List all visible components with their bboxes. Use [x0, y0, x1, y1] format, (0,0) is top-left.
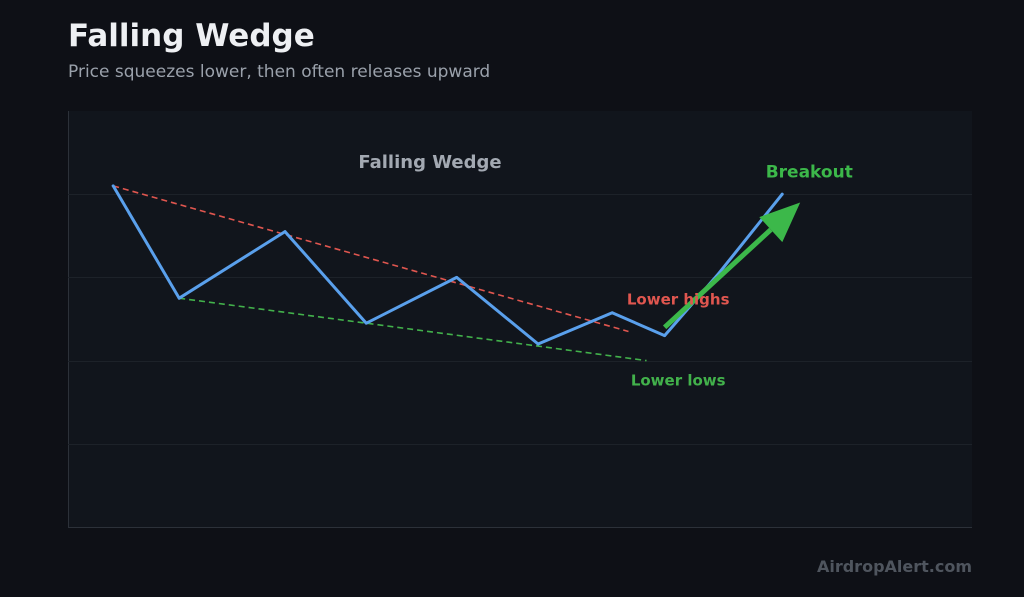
- breakout-arrow-group: [662, 202, 801, 330]
- price-point: [177, 296, 181, 300]
- breakout-arrow-head: [759, 202, 801, 243]
- price-point: [663, 334, 667, 338]
- watermark: AirdropAlert.com: [816, 557, 972, 576]
- page-subtitle: Price squeezes lower, then often release…: [68, 62, 491, 82]
- page-title: Falling Wedge: [68, 18, 315, 54]
- plot-area: [68, 111, 972, 527]
- grid: [68, 194, 972, 445]
- price-point: [364, 321, 368, 325]
- price-point: [536, 342, 540, 346]
- annotations: Breakout Lower highs Lower lows: [627, 163, 853, 390]
- chart-title: Falling Wedge: [358, 152, 501, 173]
- price-point: [283, 230, 287, 234]
- price-point: [610, 311, 614, 315]
- price-point: [780, 192, 784, 196]
- breakout-arrow-shaft: [662, 227, 773, 330]
- lower-highs-label: Lower highs: [627, 290, 730, 308]
- lower-lows-label: Lower lows: [631, 372, 726, 390]
- lower-trendline: [179, 297, 647, 362]
- price-point: [111, 184, 115, 188]
- price-point: [455, 276, 459, 279]
- breakout-label: Breakout: [766, 163, 853, 183]
- trendlines: [112, 185, 647, 362]
